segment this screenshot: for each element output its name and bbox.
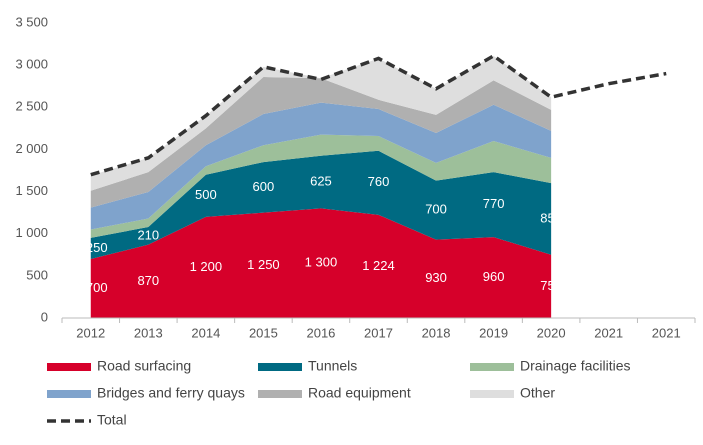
data-label: 1 224 bbox=[362, 258, 395, 273]
y-tick-label: 1 500 bbox=[15, 183, 48, 198]
legend-label: Road surfacing bbox=[97, 358, 191, 374]
data-label: 700 bbox=[425, 202, 447, 217]
area bbox=[90, 76, 552, 208]
x-tick-label: 2018 bbox=[422, 325, 451, 340]
y-tick-label: 3 500 bbox=[15, 14, 48, 29]
data-label: 625 bbox=[310, 174, 332, 189]
legend-swatch bbox=[258, 363, 302, 371]
data-label: 930 bbox=[425, 270, 447, 285]
y-tick-label: 3 000 bbox=[15, 57, 48, 72]
y-tick-label: 500 bbox=[26, 267, 48, 282]
area bbox=[90, 208, 552, 318]
total-line bbox=[90, 53, 667, 177]
legend-label: Drainage facilities bbox=[520, 358, 631, 374]
data-label: 870 bbox=[137, 273, 159, 288]
x-tick-label: 2014 bbox=[191, 325, 220, 340]
x-tick-label: 2020 bbox=[537, 325, 566, 340]
data-label: 1 250 bbox=[247, 257, 280, 272]
legend-label: Road equipment bbox=[308, 385, 411, 401]
x-tick-label: 2021 bbox=[652, 325, 681, 340]
data-label: 700 bbox=[86, 280, 108, 295]
data-label: 770 bbox=[483, 196, 505, 211]
legend-swatch bbox=[470, 363, 514, 371]
area bbox=[90, 102, 552, 230]
y-tick-label: 0 bbox=[41, 309, 48, 324]
x-tick-label: 2019 bbox=[479, 325, 508, 340]
legend-label: Total bbox=[97, 412, 127, 428]
data-label: 600 bbox=[253, 179, 275, 194]
data-label: 760 bbox=[368, 174, 390, 189]
data-label: 750 bbox=[540, 278, 562, 293]
legend-label: Bridges and ferry quays bbox=[97, 385, 245, 401]
legend-swatch bbox=[47, 363, 91, 371]
data-label: 850 bbox=[540, 210, 562, 225]
data-label: 500 bbox=[195, 187, 217, 202]
legend-swatch bbox=[470, 390, 514, 398]
area bbox=[90, 134, 552, 238]
x-tick-label: 2021 bbox=[594, 325, 623, 340]
data-label: 1 300 bbox=[305, 255, 338, 270]
data-label: 1 200 bbox=[190, 259, 223, 274]
legend-swatch bbox=[258, 390, 302, 398]
legend-label: Tunnels bbox=[308, 358, 357, 374]
x-tick-label: 2017 bbox=[364, 325, 393, 340]
legend-label: Other bbox=[520, 385, 555, 401]
x-tick-label: 2012 bbox=[76, 325, 105, 340]
y-tick-label: 1 000 bbox=[15, 225, 48, 240]
y-tick-label: 2 500 bbox=[15, 99, 48, 114]
data-label: 250 bbox=[86, 240, 108, 255]
x-tick-label: 2013 bbox=[134, 325, 163, 340]
x-tick-label: 2016 bbox=[306, 325, 335, 340]
legend-swatch bbox=[47, 390, 91, 398]
y-tick-label: 2 000 bbox=[15, 141, 48, 156]
data-label: 210 bbox=[137, 227, 159, 242]
data-label: 960 bbox=[483, 269, 505, 284]
area bbox=[90, 150, 552, 259]
x-tick-label: 2015 bbox=[249, 325, 278, 340]
